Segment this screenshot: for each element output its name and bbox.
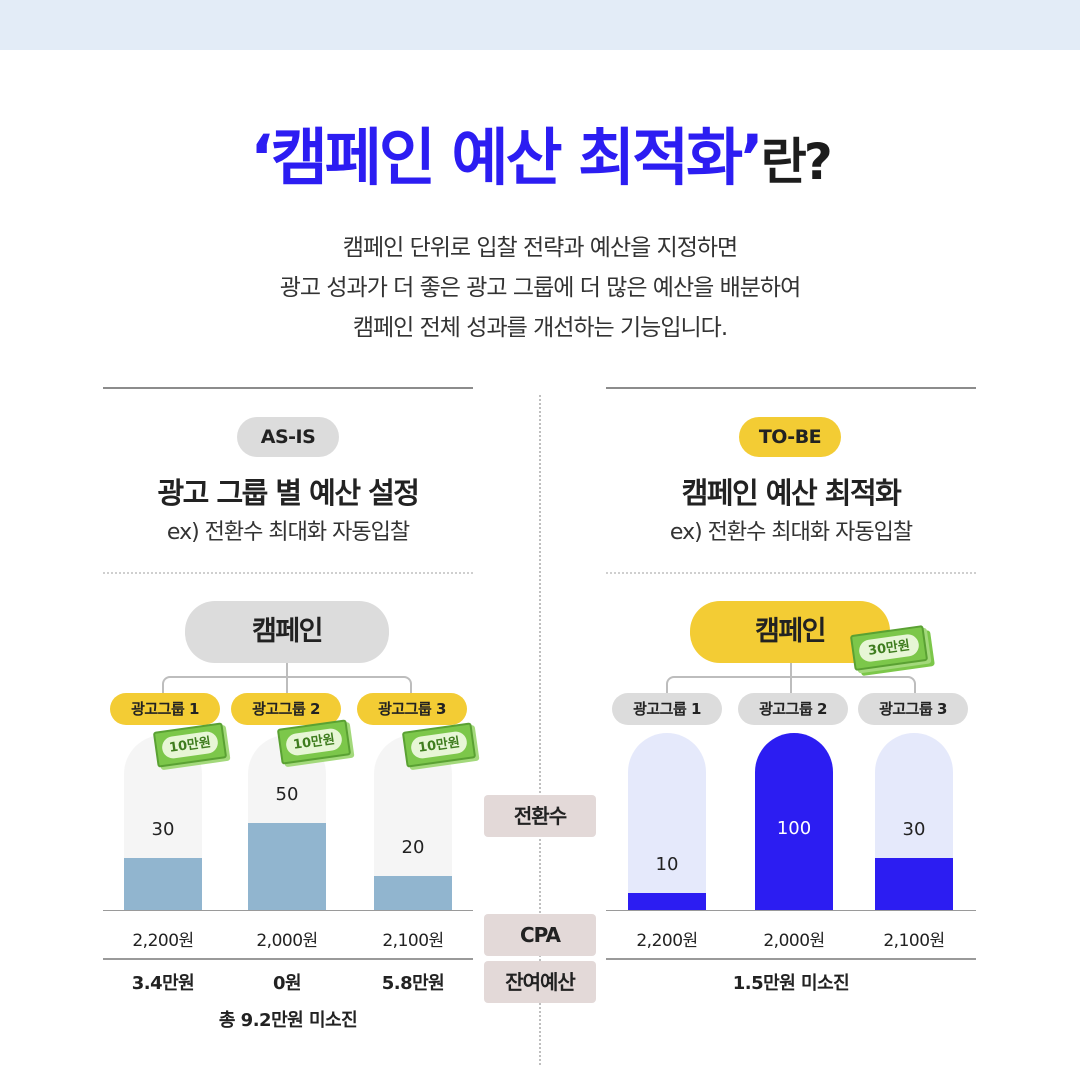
title-quote-close: ’ (740, 121, 764, 194)
as-is-tag: AS-IS (237, 417, 339, 457)
to-be-bar-track-3 (875, 733, 953, 911)
to-be-total-unspent: 1.5만원 미소진 (732, 973, 850, 994)
row-label-remaining: 잔여예산 (484, 961, 596, 1003)
to-be-bar-2-value: 100 (776, 818, 812, 839)
to-be-group-2-cpa: 2,000원 (763, 931, 825, 951)
as-is-group-1-label: 광고그룹 1 (110, 693, 220, 725)
as-is-cpa-rule (103, 958, 473, 960)
as-is-top-rule (103, 387, 473, 389)
as-is-group-1-remaining: 3.4만원 (131, 973, 195, 994)
as-is-tree-stem (286, 663, 288, 677)
as-is-group-2-budget: 10만원 (284, 727, 344, 757)
as-is-group-1-cpa: 2,200원 (132, 931, 194, 951)
to-be-campaign-budget: 30만원 (857, 632, 921, 664)
as-is-group-2-remaining: 0원 (272, 973, 302, 994)
as-is-group-3-cpa: 2,100원 (382, 931, 444, 951)
to-be-bar-3-value: 30 (902, 819, 926, 840)
as-is-bar-2 (248, 823, 326, 911)
as-is-group-1-budget: 10만원 (160, 730, 220, 760)
page-title: ‘캠페인 예산 최적화’란? (0, 118, 1080, 202)
to-be-bar-3 (875, 858, 953, 911)
row-label-conversions: 전환수 (484, 795, 596, 837)
as-is-bar-track-2 (248, 735, 326, 911)
to-be-top-rule (606, 387, 976, 389)
to-be-campaign-pill: 캠페인 (690, 601, 890, 663)
to-be-bar-track-2 (755, 733, 833, 911)
row-label-cpa: CPA (484, 914, 596, 956)
as-is-subtitle: ex) 전환수 최대화 자동입찰 (166, 520, 410, 545)
description-line-3: 캠페인 전체 성과를 개선하는 기능입니다. (352, 315, 728, 341)
as-is-group-2-cpa: 2,000원 (256, 931, 318, 951)
to-be-group-1-label: 광고그룹 1 (612, 693, 722, 725)
to-be-group-3-label: 광고그룹 3 (858, 693, 968, 725)
as-is-baseline (103, 910, 473, 911)
as-is-campaign-pill: 캠페인 (185, 601, 389, 663)
as-is-group-3-label: 광고그룹 3 (357, 693, 467, 725)
as-is-tree-mid (286, 676, 288, 694)
top-banner (0, 0, 1080, 50)
to-be-tree-mid (790, 676, 792, 694)
to-be-bar-1-value: 10 (655, 854, 679, 875)
as-is-group-3-budget: 10만원 (409, 730, 469, 760)
center-divider (539, 395, 541, 1065)
to-be-group-2-label: 광고그룹 2 (738, 693, 848, 725)
to-be-group-1-cpa: 2,200원 (636, 931, 698, 951)
to-be-group-3-cpa: 2,100원 (883, 931, 945, 951)
as-is-title: 광고 그룹 별 예산 설정 (157, 476, 420, 510)
to-be-bar-track-1 (628, 733, 706, 911)
as-is-bar-1 (124, 858, 202, 911)
as-is-group-1-budget-bill: 10만원 (152, 722, 228, 768)
as-is-bar-2-value: 50 (275, 784, 299, 805)
to-be-title: 캠페인 예산 최적화 (681, 476, 902, 510)
to-be-bar-2 (755, 733, 833, 911)
as-is-group-2-label: 광고그룹 2 (231, 693, 341, 725)
to-be-cpa-rule (606, 958, 976, 960)
to-be-dotted-rule (606, 572, 976, 574)
to-be-baseline (606, 910, 976, 911)
as-is-total-unspent: 총 9.2만원 미소진 (218, 1010, 358, 1031)
as-is-bar-3 (374, 876, 452, 911)
title-suffix: 란? (760, 133, 833, 191)
as-is-bar-1-value: 30 (151, 819, 175, 840)
as-is-group-2-budget-bill: 10만원 (276, 719, 352, 765)
as-is-group-3-budget-bill: 10만원 (401, 722, 477, 768)
to-be-subtitle: ex) 전환수 최대화 자동입찰 (669, 520, 913, 545)
title-quote-open: ‘ (250, 121, 274, 194)
to-be-tag: TO-BE (739, 417, 841, 457)
as-is-group-3-remaining: 5.8만원 (381, 973, 445, 994)
as-is-dotted-rule (103, 572, 473, 574)
description-line-2: 광고 성과가 더 좋은 광고 그룹에 더 많은 예산을 배분하여 (279, 275, 801, 301)
description-line-1: 캠페인 단위로 입찰 전략과 예산을 지정하면 (342, 235, 738, 261)
as-is-bar-3-value: 20 (401, 837, 425, 858)
title-main: 캠페인 예산 최적화 (270, 121, 743, 194)
description: 캠페인 단위로 입찰 전략과 예산을 지정하면 광고 성과가 더 좋은 광고 그… (0, 228, 1080, 348)
to-be-tree-stem (790, 663, 792, 677)
to-be-bar-1 (628, 893, 706, 911)
